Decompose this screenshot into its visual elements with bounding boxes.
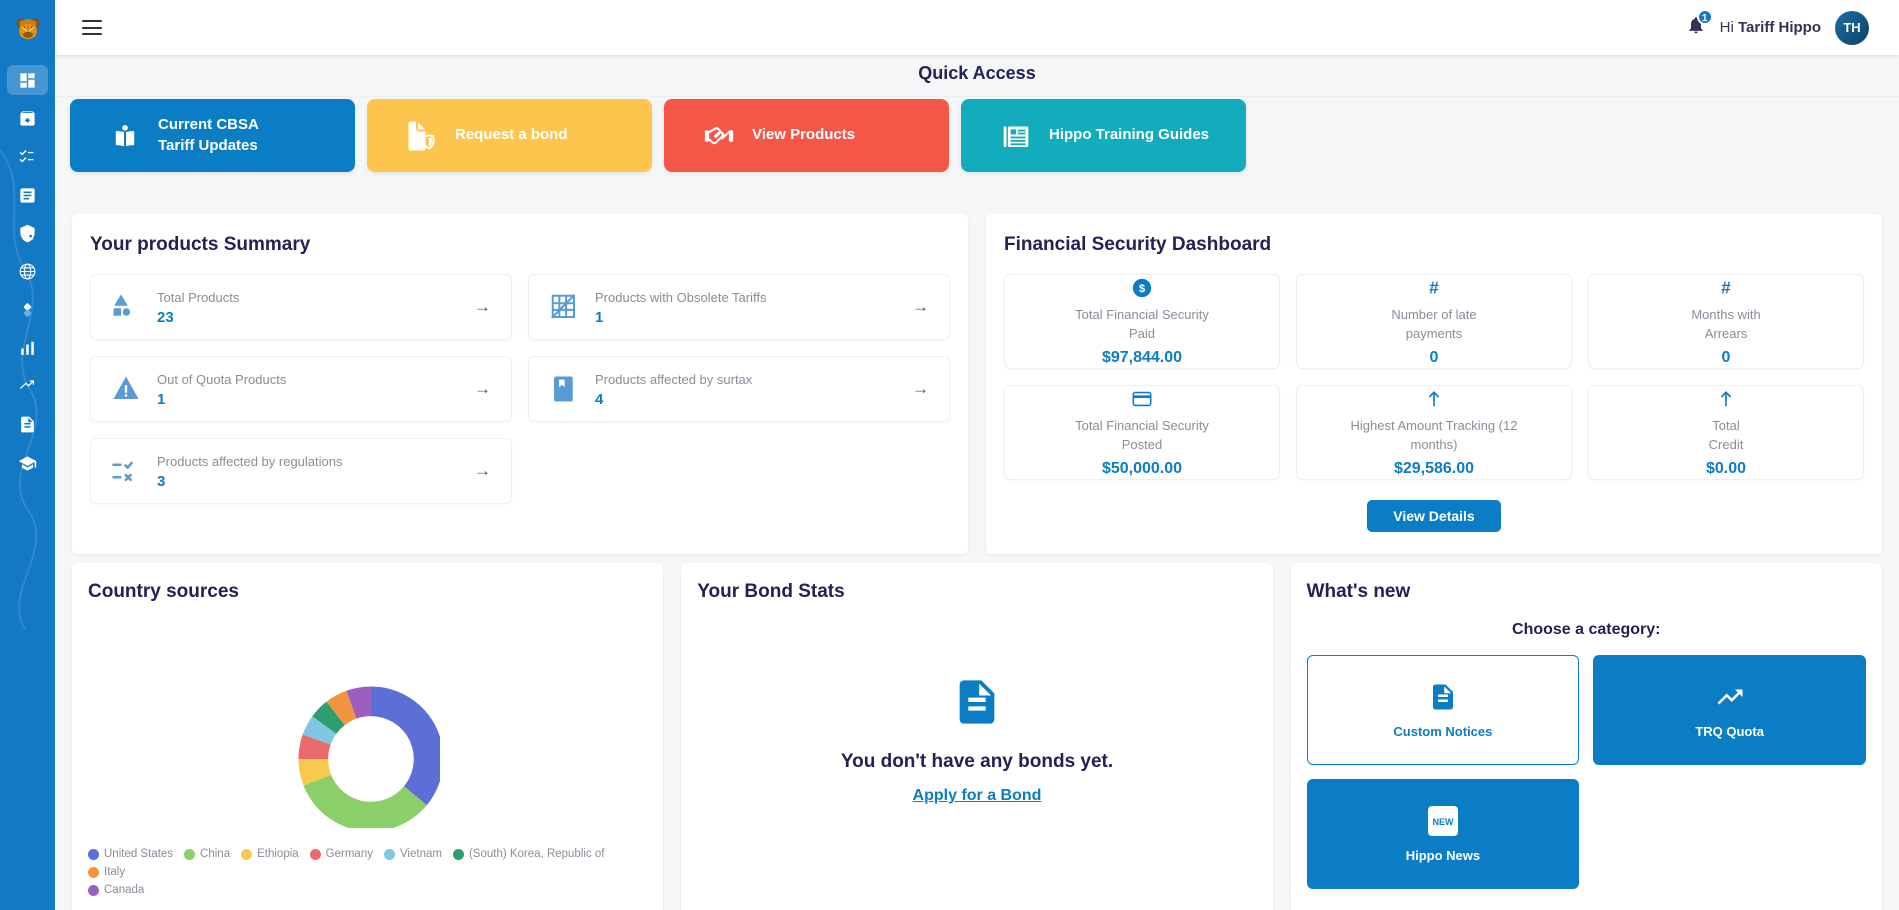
svg-text:#: # [1721,278,1731,298]
svg-text:#: # [1429,278,1439,298]
svg-text:$: $ [1139,283,1145,295]
svg-text:NEW: NEW [1432,817,1454,827]
